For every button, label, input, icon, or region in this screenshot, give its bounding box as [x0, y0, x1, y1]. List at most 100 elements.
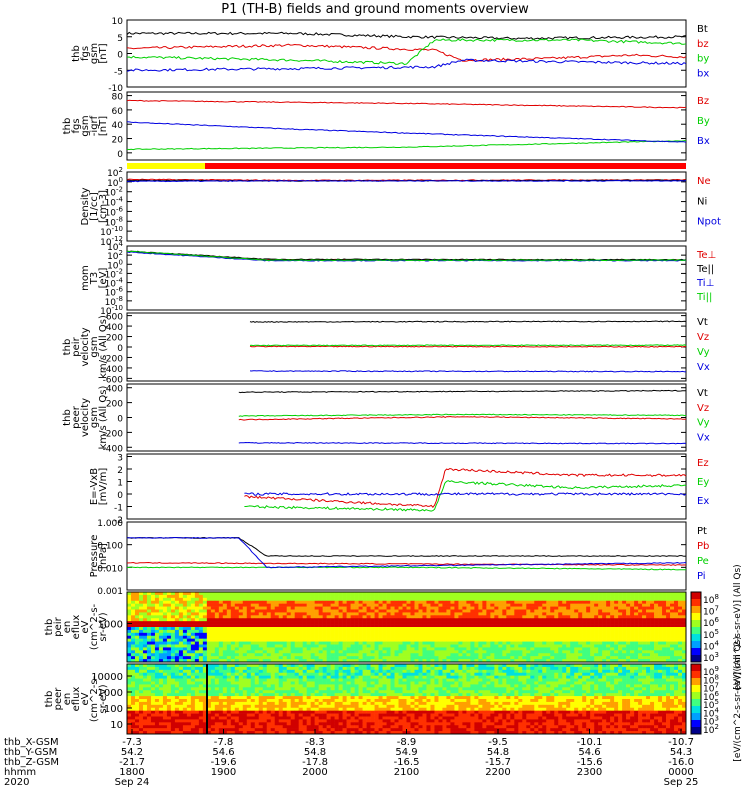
ytick-label: 0 — [117, 51, 123, 61]
legend-Pt: Pt — [697, 526, 707, 537]
xaxis-date: Sep 24 — [115, 777, 150, 788]
legend-Ez: Ez — [697, 458, 709, 469]
ylabel-density: Density — [80, 187, 91, 225]
ylabel-peir-en-eflux: (cm^2-s- — [89, 603, 100, 650]
ylabel-peer-en-eflux: sr-eV) — [98, 684, 109, 713]
xaxis-row-label: thb_Y-GSM — [4, 747, 57, 758]
ytick-label: 10000 — [91, 672, 123, 683]
ytick-label: 10-10 — [100, 304, 123, 317]
ylabel-peer-velocity: gsm — [89, 407, 100, 428]
legend-Bt: Bt — [697, 24, 708, 35]
colorbar-tick: 106 — [703, 690, 719, 703]
ytick-label: 0 — [117, 150, 123, 160]
panel-frame-pressure — [126, 521, 687, 591]
xaxis-value: 2100 — [394, 767, 419, 778]
series-e-field-Ey — [244, 480, 687, 512]
ytick-label: 200 — [106, 400, 123, 410]
legend-Vz: Vz — [697, 332, 709, 343]
ytick-label: -1 — [114, 504, 123, 514]
legend-Bx: Bx — [697, 136, 710, 147]
xaxis-value: -19.6 — [211, 757, 237, 768]
legend-bz: bz — [697, 39, 709, 50]
ylabel-peer-en-eflux: peer — [53, 687, 64, 711]
panel-frame-e-field — [126, 453, 687, 520]
legend-Npot: Npot — [697, 217, 721, 228]
xaxis-value: -21.7 — [119, 757, 145, 768]
colorbar-label: [eV/(cm^2-s-sr-eV)] (All Qs) — [733, 636, 743, 761]
ytick-label: 10-6 — [105, 205, 124, 218]
series-peir-velocity-Vt — [249, 320, 687, 323]
colorbar-tick: 109 — [703, 665, 719, 678]
quality-bar-red — [205, 163, 686, 169]
xaxis-value: 54.8 — [487, 747, 509, 758]
legend-By: By — [697, 116, 710, 127]
legend-Vt: Vt — [697, 317, 708, 328]
chart-title: P1 (TH-B) fields and ground moments over… — [221, 2, 529, 17]
ytick-label: 0 — [117, 491, 123, 501]
legend-Ni: Ni — [697, 196, 707, 207]
ylabel-peir-en-eflux: sr-eV) — [98, 612, 109, 641]
series-fgs-gsm-bx — [126, 58, 687, 72]
series-temperature-Ti|| — [126, 250, 687, 262]
legend-Vx: Vx — [697, 362, 710, 373]
ytick-label: -2 — [114, 516, 123, 526]
series-fgs-gsm-Bt — [126, 31, 687, 40]
ylabel-density: [cm-3] — [98, 190, 109, 223]
colorbar-label: [eV/(cm^2-s-sr-eV)] (All Qs) — [733, 564, 743, 689]
xaxis-value: -15.7 — [485, 757, 511, 768]
ylabel-peir-en-eflux: peir — [53, 616, 64, 636]
xaxis-value: -8.3 — [305, 737, 325, 748]
ytick-label: 1000 — [98, 688, 123, 699]
xaxis-date: Sep 25 — [664, 777, 699, 788]
xaxis-value: -7.3 — [122, 737, 142, 748]
ylabel-e-field: [mV/m] — [98, 468, 109, 506]
ytick-label: 10-2 — [105, 267, 123, 280]
ytick-label: 10-10 — [100, 225, 123, 238]
ylabel-peir-velocity: peir — [71, 336, 82, 356]
xaxis-value: 0000 — [668, 767, 693, 778]
ytick-label: 10-8 — [105, 215, 123, 228]
heatmap-peir-en-eflux — [127, 592, 687, 663]
ytick-label: 10-4 — [105, 277, 124, 290]
heatmap-peer-en-eflux — [127, 664, 687, 735]
xaxis-value: -7.8 — [214, 737, 234, 748]
legend-bx: bx — [697, 68, 709, 79]
ytick-label: 5 — [117, 34, 123, 44]
ylabel-peer-en-eflux: eV — [80, 692, 91, 705]
xaxis-value: 1800 — [119, 767, 144, 778]
colorbar-tick: 105 — [703, 698, 719, 711]
xaxis-value: -10.1 — [577, 737, 603, 748]
xaxis-row-label: hhmm — [4, 767, 36, 778]
ytick-label: 0.010 — [97, 564, 123, 574]
xaxis-value: 2200 — [485, 767, 510, 778]
ytick-label: -200 — [103, 429, 124, 439]
legend-by: by — [697, 54, 709, 65]
xaxis-value: -17.8 — [302, 757, 328, 768]
legend-Ti⊥: Ti⊥ — [696, 278, 714, 289]
series-peir-velocity-Vz — [249, 345, 687, 348]
series-peer-velocity-Vt — [238, 389, 687, 394]
ylabel-peer-en-eflux: thb — [44, 691, 55, 708]
ytick-label: 10-4 — [105, 196, 124, 209]
ytick-label: 3 — [117, 454, 123, 464]
series-pressure-Pi — [126, 536, 687, 569]
ytick-label: 102 — [107, 249, 123, 262]
ytick-label: 10 — [112, 17, 124, 27]
series-peer-velocity-Vy — [238, 413, 687, 417]
ytick-label: 400 — [106, 323, 123, 333]
ylabel-fgs-gsm-igrf: thb — [62, 118, 73, 135]
ylabel-peir-en-eflux: en — [62, 621, 73, 634]
ylabel-peer-velocity: velocity — [80, 398, 91, 437]
xaxis-value: 54.6 — [578, 747, 600, 758]
ylabel-peer-en-eflux: eflux — [71, 687, 82, 712]
ylabel-temperature: T3 — [89, 272, 100, 285]
series-density-Npot — [126, 179, 687, 183]
ytick-label: 102 — [107, 166, 123, 179]
ytick-label: 0.100 — [97, 542, 123, 552]
panel-frame-fgs-gsm-igrf — [126, 91, 687, 161]
ylabel-e-field: E=-VxB — [89, 468, 100, 505]
panel-frame-fgs-gsm — [126, 19, 687, 88]
series-peir-velocity-Vx — [249, 370, 687, 373]
ytick-label: 60 — [112, 107, 124, 117]
ylabel-temperature: [eV] — [98, 268, 109, 289]
